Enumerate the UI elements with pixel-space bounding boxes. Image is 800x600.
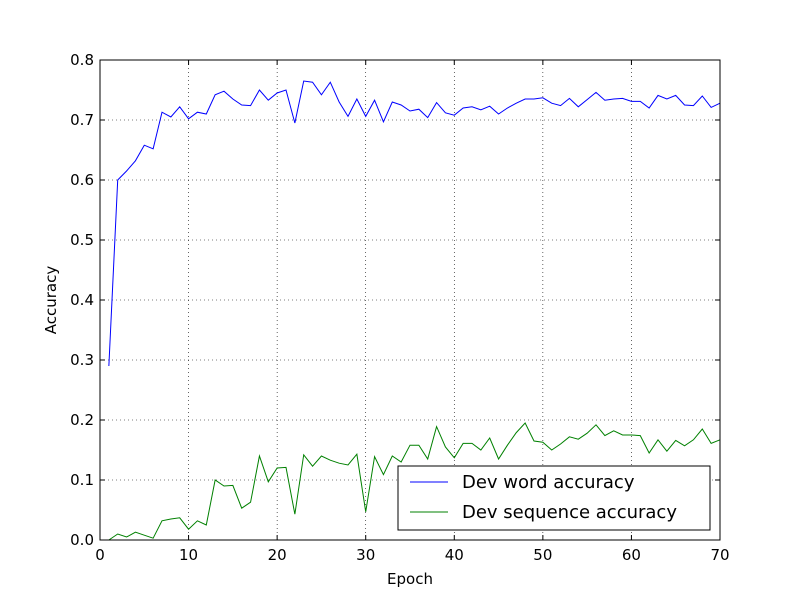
- x-axis-label: Epoch: [387, 570, 433, 588]
- y-tick-label: 0.4: [70, 291, 94, 309]
- x-tick-label: 40: [445, 546, 464, 564]
- x-tick-label: 10: [179, 546, 198, 564]
- x-tick-label: 70: [710, 546, 729, 564]
- y-tick-label: 0.7: [70, 111, 94, 129]
- series-line-1: [108, 422, 721, 541]
- x-tick-label: 30: [356, 546, 375, 564]
- legend-frame: [397, 465, 711, 531]
- legend-label-1: Dev sequence accuracy: [462, 502, 677, 523]
- x-tick-label: 20: [268, 546, 287, 564]
- y-axis-label: Accuracy: [42, 266, 60, 335]
- legend: Dev word accuracy Dev sequence accuracy: [397, 465, 711, 531]
- y-tick-label: 0.5: [70, 231, 94, 249]
- legend-label-0: Dev word accuracy: [462, 472, 635, 493]
- y-tick-label: 0.2: [70, 411, 94, 429]
- y-tick-label: 0.1: [70, 471, 94, 489]
- x-tick-label: 0: [95, 546, 105, 564]
- axis-ticks: 0 10 20 30 40 50 60 70 0.0 0.1 0.2 0.3 0.4 0.5 0.6 0.7 0…: [70, 51, 729, 564]
- y-tick-label: 0.8: [70, 51, 94, 69]
- y-tick-label: 0.6: [70, 171, 94, 189]
- x-tick-label: 50: [533, 546, 552, 564]
- x-tick-label: 60: [622, 546, 641, 564]
- series-lines: [108, 80, 721, 541]
- y-tick-label: 0.3: [70, 351, 94, 369]
- y-tick-label: 0.0: [70, 531, 94, 549]
- series-line-0: [108, 80, 721, 367]
